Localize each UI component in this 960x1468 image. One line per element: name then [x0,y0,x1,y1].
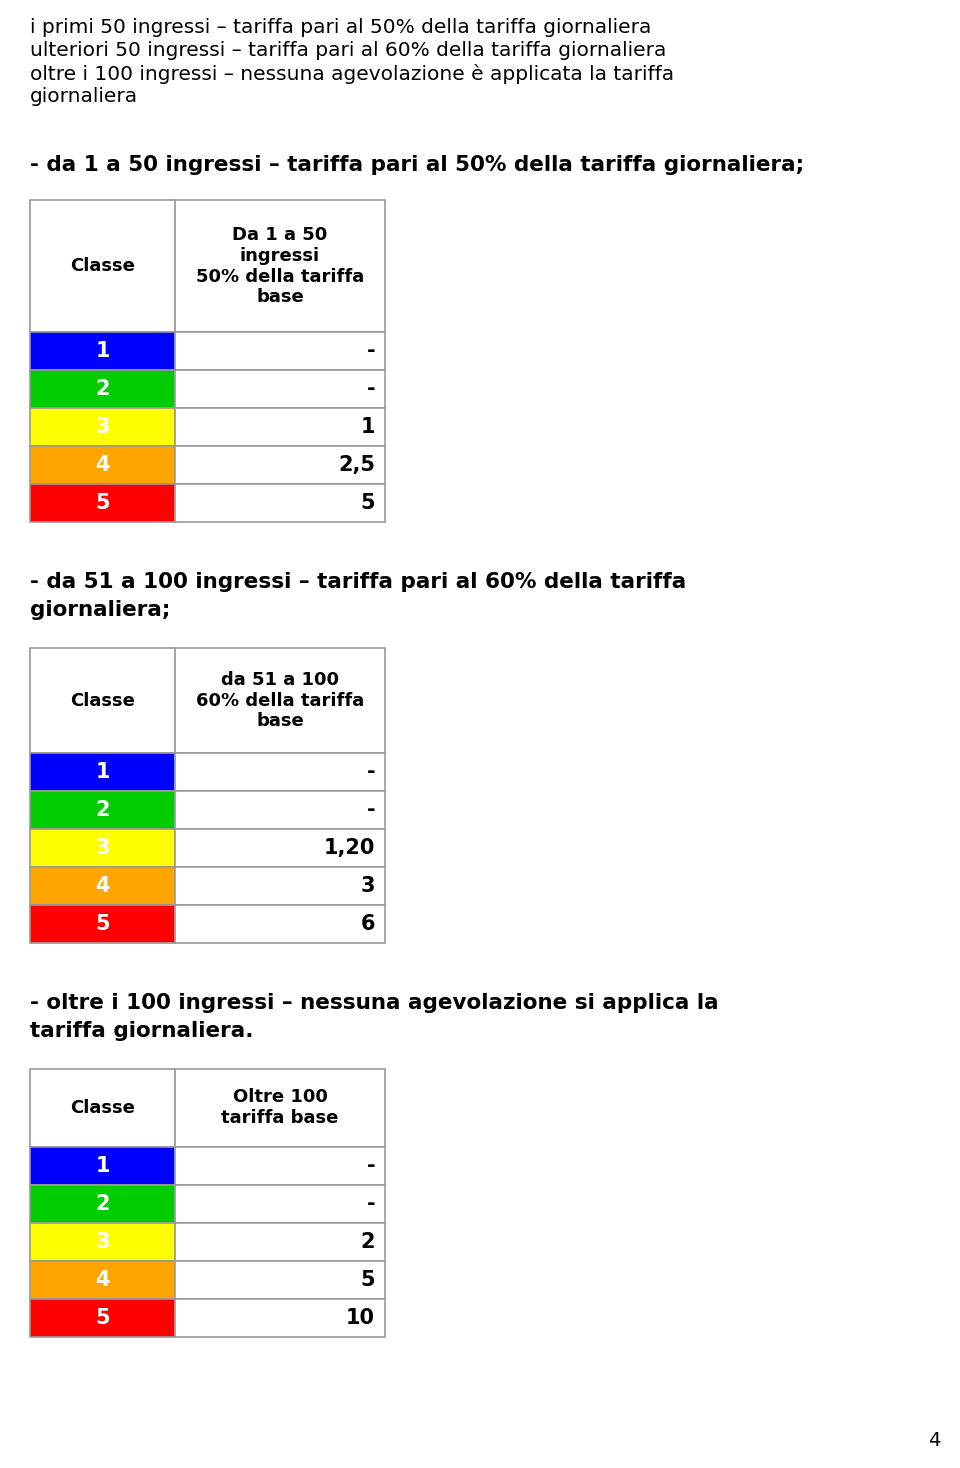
Text: i primi 50 ingressi – tariffa pari al 50% della tariffa giornaliera: i primi 50 ingressi – tariffa pari al 50… [30,18,652,37]
Text: - oltre i 100 ingressi – nessuna agevolazione si applica la: - oltre i 100 ingressi – nessuna agevola… [30,994,719,1013]
Text: -: - [367,800,375,821]
Bar [30,370,175,408]
Text: Oltre 100
tariffa base: Oltre 100 tariffa base [222,1088,339,1127]
Bar [30,1185,175,1223]
Bar [175,1185,385,1223]
Text: giornaliera: giornaliera [30,87,138,106]
Text: 1: 1 [95,1155,109,1176]
Text: 5: 5 [95,915,109,934]
Bar [175,791,385,829]
Bar [30,753,175,791]
Text: 1: 1 [95,341,109,361]
Bar [175,1299,385,1337]
Text: ulteriori 50 ingressi – tariffa pari al 60% della tariffa giornaliera: ulteriori 50 ingressi – tariffa pari al … [30,41,666,60]
Text: 2,5: 2,5 [338,455,375,476]
Text: -: - [367,341,375,361]
Bar [30,1069,175,1147]
Text: -: - [367,1155,375,1176]
Bar [30,1261,175,1299]
Bar [175,200,385,332]
Bar [175,753,385,791]
Text: 5: 5 [360,1270,375,1290]
Bar [175,1261,385,1299]
Bar [30,1299,175,1337]
Text: 2: 2 [95,379,109,399]
Bar [30,408,175,446]
Text: 1,20: 1,20 [324,838,375,859]
Text: 4: 4 [95,1270,109,1290]
Text: 4: 4 [927,1431,940,1450]
Bar [30,791,175,829]
Bar [30,200,175,332]
Text: 3: 3 [95,1232,109,1252]
Text: - da 1 a 50 ingressi – tariffa pari al 50% della tariffa giornaliera;: - da 1 a 50 ingressi – tariffa pari al 5… [30,156,804,175]
Bar [30,649,175,753]
Bar [175,868,385,906]
Text: tariffa giornaliera.: tariffa giornaliera. [30,1022,253,1041]
Bar [30,868,175,906]
Text: 6: 6 [361,915,375,934]
Text: 2: 2 [361,1232,375,1252]
Bar [175,446,385,484]
Text: 1: 1 [95,762,109,782]
Text: 2: 2 [95,1193,109,1214]
Text: 2: 2 [95,800,109,821]
Text: 3: 3 [95,417,109,437]
Bar [175,484,385,523]
Text: oltre i 100 ingressi – nessuna agevolazione è applicata la tariffa: oltre i 100 ingressi – nessuna agevolazi… [30,65,674,84]
Text: 4: 4 [95,876,109,895]
Bar [30,1147,175,1185]
Text: Classe: Classe [70,1100,135,1117]
Text: 5: 5 [95,493,109,514]
Text: - da 51 a 100 ingressi – tariffa pari al 60% della tariffa: - da 51 a 100 ingressi – tariffa pari al… [30,573,686,592]
Bar [30,906,175,942]
Text: 4: 4 [95,455,109,476]
Bar [30,1223,175,1261]
Text: giornaliera;: giornaliera; [30,600,170,621]
Text: Classe: Classe [70,691,135,709]
Bar [30,484,175,523]
Bar [175,332,385,370]
Text: 3: 3 [361,876,375,895]
Text: 1: 1 [361,417,375,437]
Bar [175,1223,385,1261]
Bar [175,408,385,446]
Text: -: - [367,1193,375,1214]
Text: 10: 10 [346,1308,375,1327]
Text: -: - [367,379,375,399]
Text: da 51 a 100
60% della tariffa
base: da 51 a 100 60% della tariffa base [196,671,364,731]
Bar [30,332,175,370]
Bar [175,1069,385,1147]
Bar [175,1147,385,1185]
Text: 3: 3 [95,838,109,859]
Text: 5: 5 [360,493,375,514]
Text: Da 1 a 50
ingressi
50% della tariffa
base: Da 1 a 50 ingressi 50% della tariffa bas… [196,226,364,307]
Bar [30,446,175,484]
Text: 5: 5 [95,1308,109,1327]
Bar [175,829,385,868]
Bar [175,370,385,408]
Bar [175,906,385,942]
Text: Classe: Classe [70,257,135,275]
Text: -: - [367,762,375,782]
Bar [175,649,385,753]
Bar [30,829,175,868]
